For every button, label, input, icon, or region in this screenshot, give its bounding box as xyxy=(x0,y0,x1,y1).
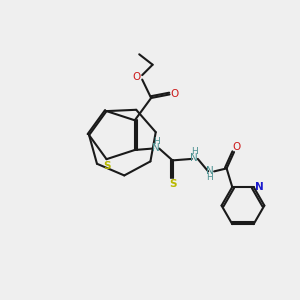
Text: S: S xyxy=(169,178,176,189)
Text: O: O xyxy=(171,89,179,99)
Text: S: S xyxy=(103,161,110,171)
Text: N: N xyxy=(152,143,160,153)
Text: N: N xyxy=(190,153,197,163)
Text: H: H xyxy=(207,173,213,182)
Text: O: O xyxy=(132,73,140,82)
Text: N: N xyxy=(206,166,214,176)
Text: O: O xyxy=(232,142,240,152)
Text: H: H xyxy=(191,147,198,156)
Text: H: H xyxy=(153,136,160,146)
Text: N: N xyxy=(255,182,263,192)
